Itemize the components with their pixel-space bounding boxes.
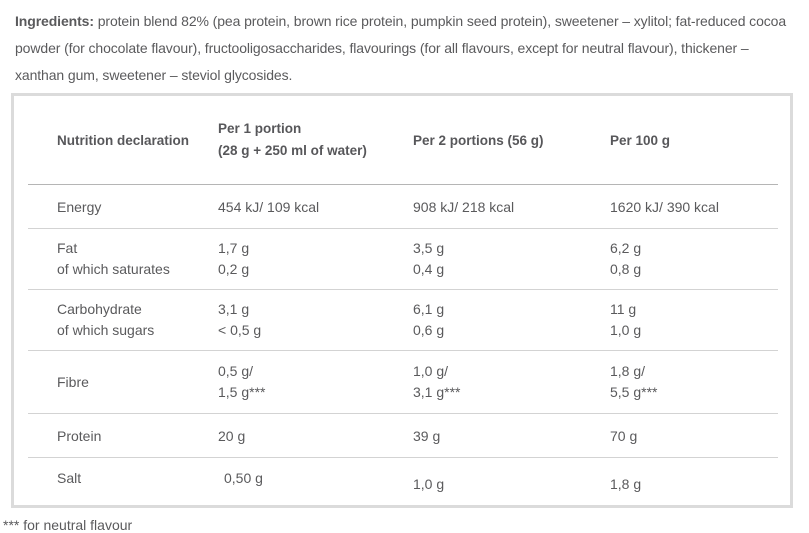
row-fibre-per100-line1: 1,8 g/: [610, 363, 646, 379]
header-per-1-portion-line2: (28 g + 250 ml of water): [218, 143, 367, 158]
row-fibre-per2-line1: 1,0 g/: [413, 363, 449, 379]
row-energy-label: Energy: [57, 198, 102, 215]
row-fat-per2-main: 3,5 g: [413, 240, 445, 256]
row-fat-per100-sub: 0,8 g: [610, 261, 642, 277]
row-salt-per100: 1,8 g: [610, 476, 642, 492]
table-row-fat: Fat of which saturates 1,7 g 0,2 g 3,5 g…: [14, 229, 790, 289]
row-protein-per2: 39 g: [413, 427, 441, 444]
header-separator: [28, 184, 778, 185]
row-carbohydrate-sublabel: of which sugars: [57, 322, 155, 338]
nutrition-table: Nutrition declaration Per 1 portion (28 …: [11, 93, 793, 508]
ingredients-paragraph: Ingredients: protein blend 82% (pea prot…: [0, 0, 809, 89]
row-salt-per1: 0,50 g: [224, 470, 263, 486]
row-carbohydrate-per100: 11 g 1,0 g: [610, 299, 780, 341]
row-fat-per100-main: 6,2 g: [610, 240, 642, 256]
row-protein-per100: 70 g: [610, 427, 638, 444]
footnote: *** for neutral flavour: [3, 517, 133, 533]
row-fat-per1-sub: 0,2 g: [218, 261, 250, 277]
table-header-row: Nutrition declaration Per 1 portion (28 …: [14, 96, 790, 184]
row-carbohydrate-per1-sub: < 0,5 g: [218, 322, 262, 338]
row-carbohydrate-per100-main: 11 g: [610, 301, 637, 317]
row-separator: [28, 289, 778, 290]
row-fat-per2-sub: 0,4 g: [413, 261, 445, 277]
row-fibre-label: Fibre: [57, 374, 89, 390]
row-carbohydrate-per2-main: 6,1 g: [413, 301, 445, 317]
table-row-fibre: Fibre 0,5 g/ 1,5 g*** 1,0 g/ 3,1 g*** 1,…: [14, 351, 790, 413]
table-row-salt: Salt 0,50 g 1,0 g 1,8 g: [14, 458, 790, 505]
row-fat-per100: 6,2 g 0,8 g: [610, 238, 780, 280]
row-fat-labels: Fat of which saturates: [57, 238, 218, 280]
row-carbohydrate-per2-sub: 0,6 g: [413, 322, 445, 338]
row-fat-per1-main: 1,7 g: [218, 240, 250, 256]
row-salt-per2: 1,0 g: [413, 476, 445, 492]
row-salt-label: Salt: [57, 470, 82, 486]
row-fibre-per2-line2: 3,1 g***: [413, 384, 461, 400]
header-per-1-portion: Per 1 portion (28 g + 250 ml of water): [218, 118, 413, 162]
row-energy-per2: 908 kJ/ 218 kcal: [413, 198, 515, 215]
row-separator: [28, 457, 778, 458]
table-row-carbohydrate: Carbohydrate of which sugars 3,1 g < 0,5…: [14, 290, 790, 350]
ingredients-label: Ingredients:: [15, 13, 94, 29]
row-energy-per100: 1620 kJ/ 390 kcal: [610, 198, 719, 215]
row-separator: [28, 413, 778, 414]
row-carbohydrate-labels: Carbohydrate of which sugars: [57, 299, 218, 341]
table-row-protein: Protein 20 g 39 g 70 g: [14, 414, 790, 457]
row-fibre-per100: 1,8 g/ 5,5 g***: [610, 361, 780, 403]
row-protein-label: Protein: [57, 427, 102, 444]
row-fat-sublabel: of which saturates: [57, 261, 170, 277]
header-per-2-portions: Per 2 portions (56 g): [413, 132, 544, 148]
header-nutrition-declaration: Nutrition declaration: [57, 132, 190, 148]
row-protein-per1: 20 g: [218, 427, 246, 444]
row-separator: [28, 350, 778, 351]
header-per-1-portion-line1: Per 1 portion: [218, 121, 302, 136]
row-fibre-per1-line1: 0,5 g/: [218, 363, 254, 379]
row-fibre-per1-line2: 1,5 g***: [218, 384, 266, 400]
row-carbohydrate-label: Carbohydrate: [57, 301, 142, 317]
row-carbohydrate-per1: 3,1 g < 0,5 g: [218, 299, 413, 341]
row-energy-per1: 454 kJ/ 109 kcal: [218, 198, 320, 215]
row-carbohydrate-per100-sub: 1,0 g: [610, 322, 642, 338]
row-fibre-per100-line2: 5,5 g***: [610, 384, 658, 400]
row-separator: [28, 228, 778, 229]
row-fat-label: Fat: [57, 240, 78, 256]
row-fibre-per2: 1,0 g/ 3,1 g***: [413, 361, 610, 403]
row-carbohydrate-per2: 6,1 g 0,6 g: [413, 299, 610, 341]
row-carbohydrate-per1-main: 3,1 g: [218, 301, 250, 317]
row-fat-per2: 3,5 g 0,4 g: [413, 238, 610, 280]
header-per-100-g: Per 100 g: [610, 132, 671, 148]
row-fat-per1: 1,7 g 0,2 g: [218, 238, 413, 280]
table-row-energy: Energy 454 kJ/ 109 kcal 908 kJ/ 218 kcal…: [14, 185, 790, 228]
ingredients-text: protein blend 82% (pea protein, brown ri…: [15, 13, 787, 83]
row-fibre-per1: 0,5 g/ 1,5 g***: [218, 361, 413, 403]
